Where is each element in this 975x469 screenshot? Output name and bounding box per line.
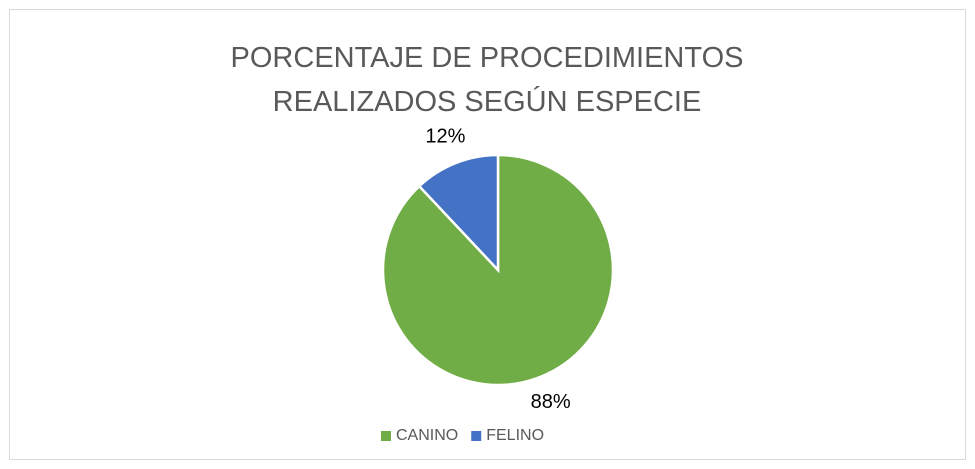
legend-label: FELINO [486, 427, 544, 444]
legend-swatch [471, 431, 482, 441]
legend-swatch [381, 431, 391, 441]
data-label: 88% [531, 391, 571, 413]
legend-label: CANINO [396, 427, 458, 444]
chart-title: PORCENTAJE DE PROCEDIMIENTOS REALIZADOS … [230, 42, 744, 118]
pie-slice [417, 153, 500, 274]
data-label: 12% [425, 125, 465, 147]
